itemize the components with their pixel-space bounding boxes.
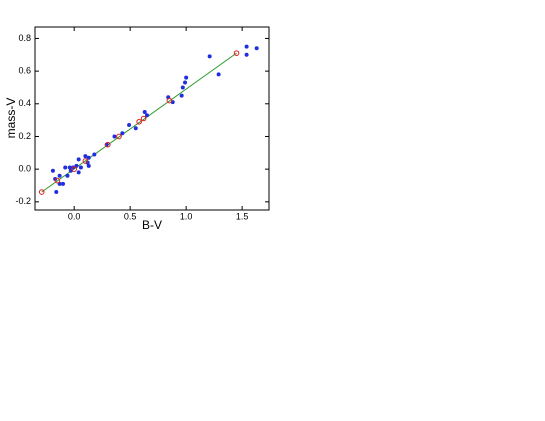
x-tick-label: 0.0 [68, 211, 81, 221]
data-point [142, 109, 147, 114]
y-tick-label: 0.4 [18, 98, 31, 108]
data-point [83, 154, 88, 159]
plot-frame [34, 26, 270, 211]
data-point [179, 93, 184, 98]
data-point [57, 173, 62, 178]
model-point [116, 133, 122, 140]
data-point [86, 155, 91, 160]
model-point [140, 115, 147, 122]
data-point [65, 173, 70, 178]
y-tick-label: 0.8 [18, 33, 31, 43]
x-tick-label: 0.5 [124, 211, 137, 221]
x-axis-label: B-V [142, 218, 162, 232]
model-point [166, 97, 173, 104]
model-point [54, 177, 61, 184]
data-point [216, 72, 221, 77]
data-point [76, 170, 81, 175]
data-point [180, 85, 185, 90]
data-point [244, 52, 249, 57]
model-point [82, 158, 89, 164]
data-point [67, 165, 72, 170]
data-point [112, 134, 117, 139]
x-tick-label: 1.0 [180, 211, 193, 221]
y-axis-label: mass-V [4, 98, 18, 139]
data-point [144, 113, 149, 118]
data-point [133, 126, 138, 131]
y-tick-label: 0.0 [18, 164, 31, 174]
data-point [120, 131, 125, 136]
data-point [50, 168, 55, 173]
data-point [244, 44, 249, 49]
data-point [127, 123, 132, 128]
data-point [86, 163, 91, 168]
data-point [207, 54, 212, 59]
model-point [71, 166, 77, 172]
data-point [63, 165, 68, 170]
model-point [136, 118, 142, 125]
y-tick-label: 0.2 [18, 131, 31, 141]
model-point [38, 189, 45, 195]
data-point [76, 157, 81, 162]
y-tick-label: -0.2 [15, 196, 31, 206]
model-point [104, 141, 111, 148]
data-point [92, 152, 97, 157]
data-point [54, 190, 59, 195]
data-point [60, 181, 65, 186]
data-point [78, 165, 83, 170]
x-tick-label: 1.5 [236, 211, 249, 221]
data-point [184, 75, 189, 80]
y-tick-label: 0.6 [18, 65, 31, 75]
data-point [254, 46, 259, 51]
data-point [183, 80, 188, 85]
model-point [233, 50, 240, 56]
